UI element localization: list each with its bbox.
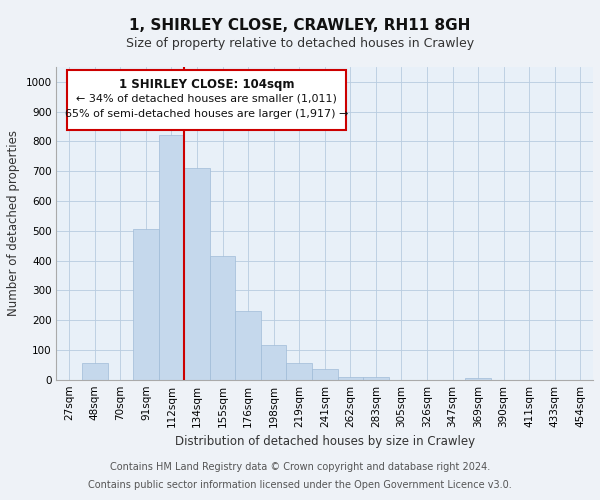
FancyBboxPatch shape bbox=[67, 70, 346, 130]
Bar bbox=[312, 370, 338, 380]
Text: ← 34% of detached houses are smaller (1,011): ← 34% of detached houses are smaller (1,… bbox=[76, 94, 337, 104]
Bar bbox=[235, 311, 261, 380]
Bar bbox=[261, 346, 286, 380]
Bar bbox=[184, 168, 210, 380]
Y-axis label: Number of detached properties: Number of detached properties bbox=[7, 130, 20, 316]
Text: Contains HM Land Registry data © Crown copyright and database right 2024.: Contains HM Land Registry data © Crown c… bbox=[110, 462, 490, 472]
Bar bbox=[82, 364, 107, 380]
Bar bbox=[363, 377, 389, 380]
Text: Contains public sector information licensed under the Open Government Licence v3: Contains public sector information licen… bbox=[88, 480, 512, 490]
Bar bbox=[158, 136, 184, 380]
Bar bbox=[286, 364, 312, 380]
Text: Size of property relative to detached houses in Crawley: Size of property relative to detached ho… bbox=[126, 38, 474, 51]
Bar bbox=[133, 230, 158, 380]
X-axis label: Distribution of detached houses by size in Crawley: Distribution of detached houses by size … bbox=[175, 435, 475, 448]
Bar bbox=[338, 377, 363, 380]
Text: 1 SHIRLEY CLOSE: 104sqm: 1 SHIRLEY CLOSE: 104sqm bbox=[119, 78, 295, 91]
Bar bbox=[466, 378, 491, 380]
Text: 65% of semi-detached houses are larger (1,917) →: 65% of semi-detached houses are larger (… bbox=[65, 109, 349, 119]
Bar bbox=[210, 256, 235, 380]
Text: 1, SHIRLEY CLOSE, CRAWLEY, RH11 8GH: 1, SHIRLEY CLOSE, CRAWLEY, RH11 8GH bbox=[130, 18, 470, 32]
